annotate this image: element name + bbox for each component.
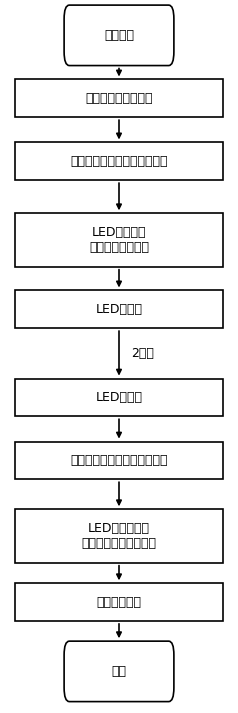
Text: 空调风机启动: 空调风机启动 xyxy=(96,595,142,609)
FancyBboxPatch shape xyxy=(15,290,223,328)
FancyBboxPatch shape xyxy=(15,583,223,621)
FancyBboxPatch shape xyxy=(15,379,223,416)
Text: LED灯座旋转
（步进电机工作）: LED灯座旋转 （步进电机工作） xyxy=(89,226,149,254)
FancyBboxPatch shape xyxy=(64,641,174,702)
FancyBboxPatch shape xyxy=(15,143,223,180)
FancyBboxPatch shape xyxy=(15,441,223,479)
FancyBboxPatch shape xyxy=(64,5,174,66)
Text: LED座停止旋转
（步进电机停止工作）: LED座停止旋转 （步进电机停止工作） xyxy=(81,522,157,550)
Text: 深紫外灭菌功能开启: 深紫外灭菌功能开启 xyxy=(85,92,153,105)
Text: 关闭防护板（同步电机反转）: 关闭防护板（同步电机反转） xyxy=(70,454,168,467)
Text: 2分钟: 2分钟 xyxy=(131,347,154,360)
FancyBboxPatch shape xyxy=(15,509,223,563)
Text: 打开防护板（同步电机正转）: 打开防护板（同步电机正转） xyxy=(70,155,168,168)
Text: LED灯启动: LED灯启动 xyxy=(95,303,143,316)
Text: LED灯关闭: LED灯关闭 xyxy=(95,391,143,404)
Text: 开机指令: 开机指令 xyxy=(104,29,134,42)
FancyBboxPatch shape xyxy=(15,79,223,117)
FancyBboxPatch shape xyxy=(15,213,223,267)
Text: 结束: 结束 xyxy=(111,665,127,678)
